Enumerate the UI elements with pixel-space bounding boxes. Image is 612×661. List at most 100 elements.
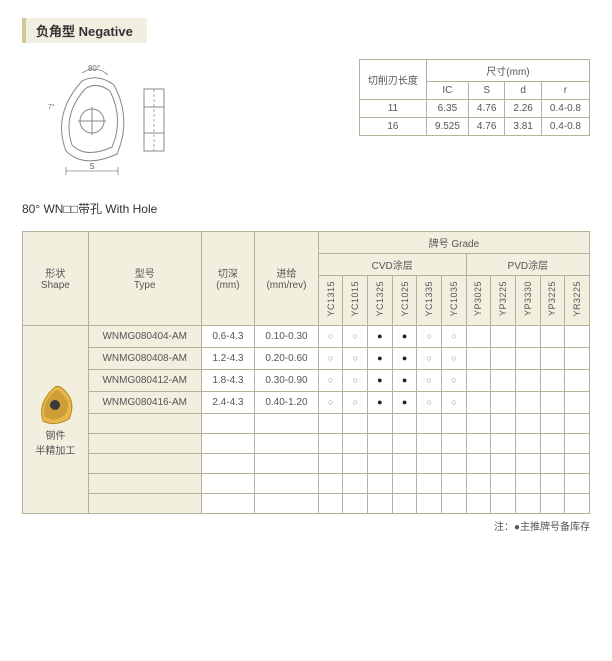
empty-cell — [540, 413, 565, 433]
type-cell: WNMG080416-AM — [88, 391, 201, 413]
empty-cell — [540, 453, 565, 473]
empty-cell — [88, 473, 201, 493]
grade-cell — [392, 369, 417, 391]
grade-col-header: YC1325 — [368, 276, 393, 326]
empty-cell — [318, 493, 343, 513]
dim-cell: 0.4-0.8 — [541, 100, 589, 118]
empty-cell — [201, 433, 254, 453]
empty-cell — [515, 413, 540, 433]
empty-cell — [417, 473, 442, 493]
empty-cell — [255, 473, 319, 493]
hdr-depth: 切深 (mm) — [201, 232, 254, 326]
depth-cell: 1.8-4.3 — [201, 369, 254, 391]
feed-cell: 0.30-0.90 — [255, 369, 319, 391]
grade-col-header: YC1015 — [343, 276, 368, 326]
empty-cell — [88, 493, 201, 513]
insert-diagram: 80° 7° S — [22, 59, 192, 182]
grade-cell — [565, 347, 590, 369]
dim-cell: 3.81 — [505, 118, 541, 136]
grade-cell — [515, 347, 540, 369]
empty-cell — [466, 473, 491, 493]
grade-cell — [318, 325, 343, 347]
dim-main-header: 切削刃长度 — [359, 60, 426, 100]
hdr-type: 型号 Type — [88, 232, 201, 326]
depth-cell: 1.2-4.3 — [201, 347, 254, 369]
type-cell: WNMG080408-AM — [88, 347, 201, 369]
grade-col-header: YP3330 — [515, 276, 540, 326]
empty-cell — [565, 453, 590, 473]
empty-cell — [466, 493, 491, 513]
empty-cell — [491, 453, 516, 473]
grade-cell — [392, 325, 417, 347]
empty-cell — [368, 493, 393, 513]
empty-cell — [466, 413, 491, 433]
empty-cell — [392, 493, 417, 513]
empty-cell — [392, 473, 417, 493]
feed-cell: 0.10-0.30 — [255, 325, 319, 347]
grade-cell — [515, 391, 540, 413]
grade-cell — [565, 391, 590, 413]
empty-cell — [392, 413, 417, 433]
empty-cell — [442, 433, 467, 453]
dim-col-header: IC — [426, 82, 468, 100]
grade-cell — [540, 369, 565, 391]
grade-col-header: YC1025 — [392, 276, 417, 326]
empty-cell — [201, 413, 254, 433]
grade-cell — [417, 391, 442, 413]
type-cell: WNMG080412-AM — [88, 369, 201, 391]
grade-cell — [368, 325, 393, 347]
hdr-shape: 形状 Shape — [23, 232, 89, 326]
depth-cell: 0.6-4.3 — [201, 325, 254, 347]
dim-cell: 0.4-0.8 — [541, 118, 589, 136]
grade-cell — [491, 325, 516, 347]
grade-cell — [368, 369, 393, 391]
empty-cell — [201, 473, 254, 493]
empty-cell — [491, 413, 516, 433]
angle-side-label: 7° — [48, 103, 55, 111]
grade-cell — [392, 347, 417, 369]
hdr-grade: 牌号 Grade — [318, 232, 589, 254]
grade-cell — [417, 369, 442, 391]
empty-cell — [417, 413, 442, 433]
dim-col-header: d — [505, 82, 541, 100]
grade-cell — [442, 391, 467, 413]
empty-cell — [255, 413, 319, 433]
dim-cell: 16 — [359, 118, 426, 136]
empty-cell — [343, 493, 368, 513]
empty-cell — [343, 413, 368, 433]
empty-cell — [88, 433, 201, 453]
empty-cell — [318, 413, 343, 433]
empty-cell — [368, 473, 393, 493]
table-legend: 注：●主推牌号备库存 — [22, 518, 590, 533]
grade-cell — [540, 391, 565, 413]
grade-cell — [540, 325, 565, 347]
feed-cell: 0.40-1.20 — [255, 391, 319, 413]
grade-col-header: YC1035 — [442, 276, 467, 326]
dim-cell: 6.35 — [426, 100, 468, 118]
empty-cell — [442, 453, 467, 473]
grade-col-header: YP3225 — [540, 276, 565, 326]
dim-col-header: r — [541, 82, 589, 100]
grade-cell — [491, 369, 516, 391]
grade-cell — [417, 325, 442, 347]
empty-cell — [255, 433, 319, 453]
dim-col-header: S — [468, 82, 504, 100]
empty-cell — [540, 473, 565, 493]
empty-cell — [515, 493, 540, 513]
empty-cell — [466, 453, 491, 473]
grade-cell — [392, 391, 417, 413]
dim-cell: 2.26 — [505, 100, 541, 118]
grade-cell — [466, 369, 491, 391]
empty-cell — [368, 453, 393, 473]
empty-cell — [565, 413, 590, 433]
grade-cell — [565, 369, 590, 391]
grade-cell — [318, 369, 343, 391]
grade-col-header: YC1315 — [318, 276, 343, 326]
grade-col-header: YC1335 — [417, 276, 442, 326]
main-grade-table: 形状 Shape 型号 Type 切深 (mm) 进给 (mm/rev) 牌号 … — [22, 231, 590, 514]
empty-cell — [417, 453, 442, 473]
empty-cell — [343, 453, 368, 473]
grade-cell — [491, 391, 516, 413]
grade-cell — [318, 347, 343, 369]
empty-cell — [343, 473, 368, 493]
